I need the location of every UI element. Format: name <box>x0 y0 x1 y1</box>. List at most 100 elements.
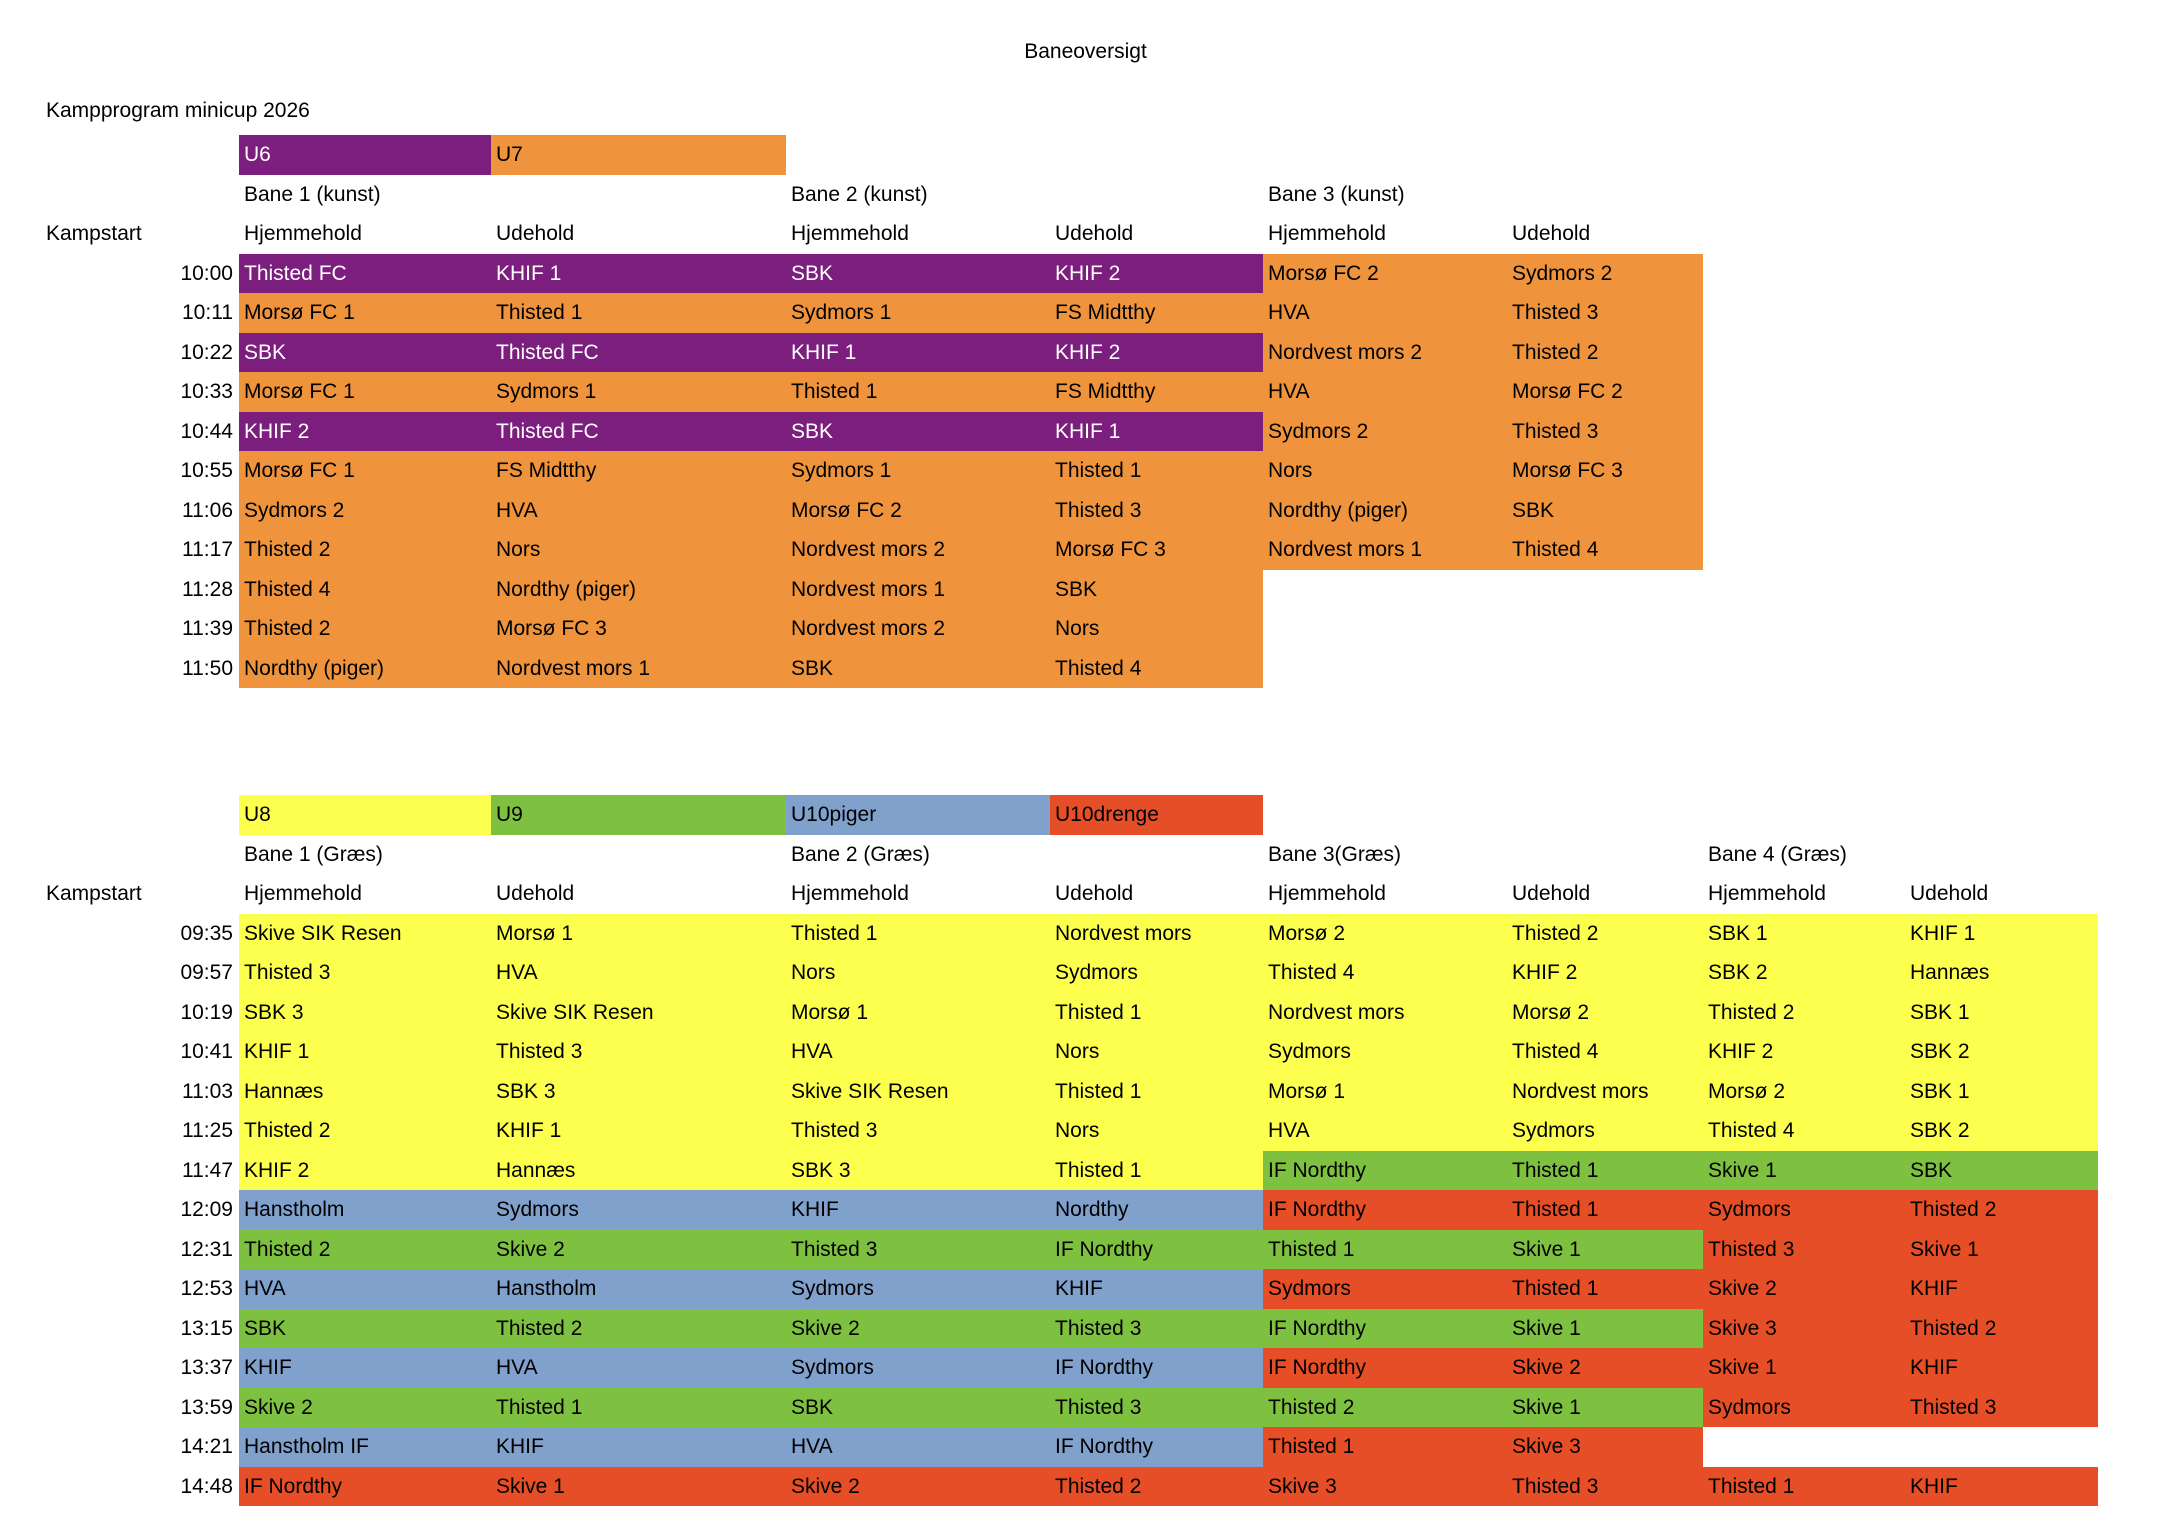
match-cell[interactable]: Thisted 2 <box>1507 332 1703 372</box>
time-cell[interactable]: 09:57 <box>180 961 233 984</box>
match-cell[interactable]: SBK <box>239 332 491 372</box>
match-cell[interactable]: IF Nordthy <box>1263 1150 1507 1190</box>
match-cell[interactable]: Thisted 1 <box>491 293 786 333</box>
match-cell[interactable]: Hannæs <box>491 1150 786 1190</box>
match-cell[interactable]: KHIF 1 <box>491 1111 786 1151</box>
match-cell[interactable]: Thisted 1 <box>1050 992 1263 1032</box>
match-cell[interactable]: Nordvest mors 2 <box>786 530 1050 570</box>
match-cell[interactable]: Skive 2 <box>786 1466 1050 1506</box>
match-cell[interactable]: Thisted 3 <box>1507 293 1703 333</box>
match-cell[interactable]: Thisted 3 <box>786 1111 1050 1151</box>
match-cell[interactable]: SBK 1 <box>1905 992 2098 1032</box>
match-cell[interactable]: HVA <box>786 1032 1050 1072</box>
match-cell[interactable]: IF Nordthy <box>239 1466 491 1506</box>
time-cell[interactable]: 11:25 <box>182 1119 233 1142</box>
match-cell[interactable]: Thisted FC <box>239 253 491 293</box>
match-cell[interactable]: SBK <box>1905 1150 2098 1190</box>
match-cell[interactable]: Sydmors 1 <box>786 451 1050 491</box>
match-cell[interactable]: HVA <box>1263 293 1507 333</box>
match-cell[interactable]: Thisted 4 <box>1050 648 1263 688</box>
match-cell[interactable]: Thisted 3 <box>786 1229 1050 1269</box>
age-group-u6[interactable]: U6 <box>239 135 491 175</box>
match-cell[interactable]: Sydmors <box>491 1190 786 1230</box>
match-cell[interactable]: Thisted 2 <box>239 1229 491 1269</box>
pitch-label-bane-1-kunst[interactable]: Bane 1 (kunst) <box>244 182 381 206</box>
match-cell[interactable]: SBK 2 <box>1905 1032 2098 1072</box>
time-cell[interactable]: 10:19 <box>180 1000 233 1024</box>
match-cell[interactable]: Thisted 3 <box>1050 1308 1263 1348</box>
match-cell[interactable]: Hanstholm <box>491 1269 786 1309</box>
match-cell[interactable]: Thisted 2 <box>1507 913 1703 953</box>
match-cell[interactable]: Nors <box>1050 1032 1263 1072</box>
match-cell[interactable]: IF Nordthy <box>1050 1348 1263 1388</box>
match-cell[interactable]: Thisted 2 <box>239 609 491 649</box>
col-header-hjemmehold[interactable]: Hjemmehold <box>1268 882 1386 905</box>
match-cell[interactable]: KHIF 2 <box>239 1150 491 1190</box>
match-cell[interactable]: Sydmors <box>1263 1032 1507 1072</box>
match-cell[interactable]: Morsø 2 <box>1507 992 1703 1032</box>
match-cell[interactable]: KHIF 1 <box>786 332 1050 372</box>
match-cell[interactable]: Morsø 2 <box>1703 1071 1905 1111</box>
col-header-udehold[interactable]: Udehold <box>1512 222 1591 245</box>
match-cell[interactable]: Thisted 3 <box>1507 1466 1703 1506</box>
match-cell[interactable]: Sydmors 2 <box>1263 411 1507 451</box>
match-cell[interactable]: SBK 1 <box>1905 1071 2098 1111</box>
match-cell[interactable]: Thisted 3 <box>1703 1229 1905 1269</box>
match-cell[interactable]: Thisted 4 <box>1263 953 1507 993</box>
match-cell[interactable]: Thisted 3 <box>491 1032 786 1072</box>
match-cell[interactable]: Nordthy (piger) <box>239 648 491 688</box>
match-cell[interactable]: Skive 2 <box>491 1229 786 1269</box>
match-cell[interactable]: Sydmors <box>786 1269 1050 1309</box>
match-cell[interactable]: Nors <box>786 953 1050 993</box>
match-cell[interactable]: Morsø FC 1 <box>239 372 491 412</box>
age-group-u10piger[interactable]: U10piger <box>786 795 1050 835</box>
time-cell[interactable]: 11:39 <box>182 617 233 640</box>
match-cell[interactable]: KHIF 2 <box>1703 1032 1905 1072</box>
col-header-hjemmehold[interactable]: Hjemmehold <box>791 882 909 905</box>
match-cell[interactable]: Hannæs <box>239 1071 491 1111</box>
match-cell[interactable]: SBK 2 <box>1905 1111 2098 1151</box>
match-cell[interactable]: Morsø 2 <box>1263 913 1507 953</box>
time-cell[interactable]: 12:09 <box>180 1198 233 1221</box>
match-cell[interactable]: Thisted 2 <box>1905 1308 2098 1348</box>
match-cell[interactable]: Morsø FC 1 <box>239 293 491 333</box>
col-header-hjemmehold[interactable]: Hjemmehold <box>244 882 362 905</box>
match-cell[interactable]: Skive 1 <box>1703 1150 1905 1190</box>
match-cell[interactable]: HVA <box>239 1269 491 1309</box>
match-cell[interactable]: Sydmors <box>1050 953 1263 993</box>
match-cell[interactable]: SBK <box>786 253 1050 293</box>
match-cell[interactable]: Sydmors 2 <box>1507 253 1703 293</box>
match-cell[interactable]: Thisted 1 <box>1050 1071 1263 1111</box>
match-cell[interactable]: Thisted 1 <box>491 1387 786 1427</box>
match-cell[interactable]: Thisted 2 <box>239 530 491 570</box>
match-cell[interactable]: Sydmors 1 <box>786 293 1050 333</box>
match-cell[interactable]: KHIF 1 <box>491 253 786 293</box>
match-cell[interactable]: HVA <box>491 490 786 530</box>
match-cell[interactable]: Nordvest mors 2 <box>1263 332 1507 372</box>
match-cell[interactable]: Sydmors <box>786 1348 1050 1388</box>
match-cell[interactable]: Morsø FC 3 <box>1050 530 1263 570</box>
match-cell[interactable]: Hannæs <box>1905 953 2098 993</box>
match-cell[interactable]: Thisted 1 <box>1050 1150 1263 1190</box>
time-cell[interactable]: 14:21 <box>180 1435 233 1458</box>
age-group-u9[interactable]: U9 <box>491 795 786 835</box>
match-cell[interactable]: Thisted 4 <box>1507 1032 1703 1072</box>
time-cell[interactable]: 11:50 <box>182 656 233 680</box>
col-header-udehold[interactable]: Udehold <box>1055 222 1134 245</box>
match-cell[interactable]: Sydmors 2 <box>239 490 491 530</box>
match-cell[interactable]: Morsø FC 1 <box>239 451 491 491</box>
match-cell[interactable]: Morsø 1 <box>786 992 1050 1032</box>
match-cell[interactable]: KHIF <box>491 1427 786 1467</box>
match-cell[interactable]: SBK 3 <box>239 992 491 1032</box>
match-cell[interactable]: HVA <box>1263 1111 1507 1151</box>
match-cell[interactable]: Thisted 4 <box>239 569 491 609</box>
match-cell[interactable]: SBK 3 <box>786 1150 1050 1190</box>
match-cell[interactable]: SBK 1 <box>1703 913 1905 953</box>
match-cell[interactable]: SBK 2 <box>1703 953 1905 993</box>
match-cell[interactable]: KHIF 1 <box>1905 913 2098 953</box>
match-cell[interactable]: IF Nordthy <box>1263 1190 1507 1230</box>
match-cell[interactable]: Skive 2 <box>786 1308 1050 1348</box>
col-header-hjemmehold[interactable]: Hjemmehold <box>244 222 362 245</box>
match-cell[interactable]: Hanstholm <box>239 1190 491 1230</box>
match-cell[interactable]: FS Midtthy <box>1050 372 1263 412</box>
